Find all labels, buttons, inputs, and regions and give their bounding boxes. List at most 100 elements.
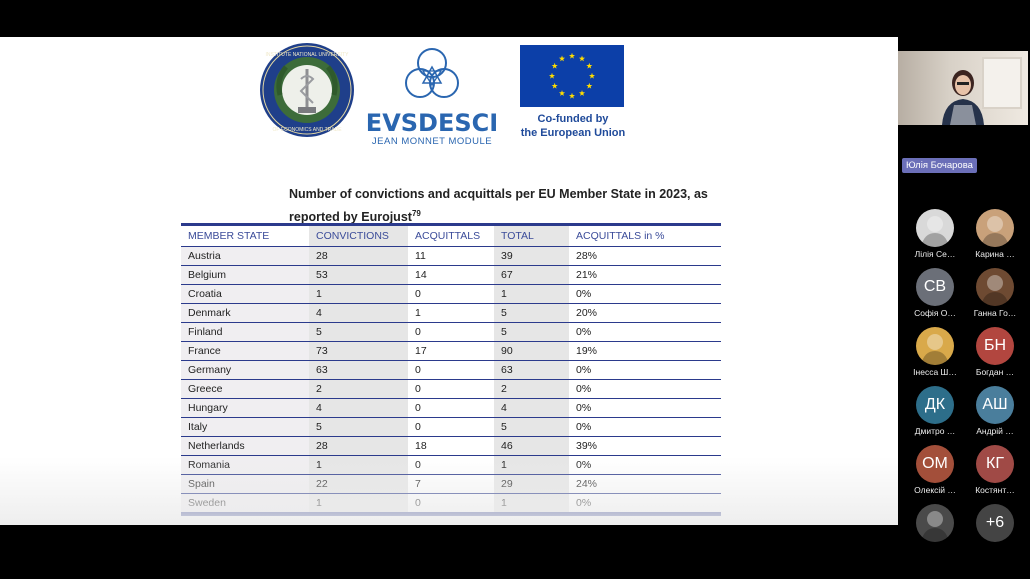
- cell-total: 5: [494, 303, 569, 323]
- participants-panel: Юлія Бочарова Лілія Се… Карина … СВ Софія О…: [898, 37, 1030, 542]
- participant-tile[interactable]: Інесса Ш…: [904, 327, 962, 383]
- participant-name: Костянт…: [975, 485, 1015, 495]
- participant-name: Олексій …: [914, 485, 956, 495]
- cell-acquittals-percent: 24%: [569, 474, 721, 494]
- participant-tile[interactable]: Лілія Се…: [904, 209, 962, 265]
- table-row: Denmark 4 1 5 20%: [181, 303, 721, 323]
- cell-acquittals-percent: 0%: [569, 417, 721, 437]
- footnote-ref: 79: [411, 209, 421, 218]
- table-row: Germany 63 0 63 0%: [181, 360, 721, 380]
- eu-text-line1: Co-funded by: [537, 113, 609, 125]
- participant-avatar: [916, 504, 954, 542]
- cell-convictions: 1: [309, 455, 408, 475]
- table-row: Sweden 1 0 1 0%: [181, 493, 721, 513]
- eu-flag-icon: [520, 45, 624, 107]
- participant-tile[interactable]: Карина …: [964, 209, 1022, 265]
- table-header-row: MEMBER STATE CONVICTIONS ACQUITTALS TOTA…: [181, 226, 721, 247]
- cell-acquittals-percent: 20%: [569, 303, 721, 323]
- cell-convictions: 28: [309, 436, 408, 456]
- cell-member-state: Hungary: [181, 398, 309, 418]
- eu-text-line2: the European Union: [520, 127, 626, 139]
- participant-name: Дмитро …: [914, 426, 956, 436]
- cell-total: 4: [494, 398, 569, 418]
- participant-tile[interactable]: СВ Софія О…: [904, 268, 962, 324]
- evsdesci-logo: EVSDESCI JEAN MONNET MODULE: [360, 45, 504, 149]
- cell-acquittals: 11: [408, 246, 494, 266]
- cell-acquittals-percent: 0%: [569, 284, 721, 304]
- eu-cofunded-logo: Co-funded by the European Union: [512, 43, 634, 145]
- cell-member-state: France: [181, 341, 309, 361]
- cell-total: 90: [494, 341, 569, 361]
- cell-acquittals: 0: [408, 284, 494, 304]
- cell-member-state: Spain: [181, 474, 309, 494]
- table-row: Croatia 1 0 1 0%: [181, 284, 721, 304]
- cell-member-state: Austria: [181, 246, 309, 266]
- cell-total: 39: [494, 246, 569, 266]
- participant-avatar: +6: [976, 504, 1014, 542]
- cell-acquittals-percent: 0%: [569, 322, 721, 342]
- cell-total: 5: [494, 417, 569, 437]
- participant-tile[interactable]: [904, 504, 962, 560]
- seal-text-top: INSTITUTE NATIONAL UNIVERSITY: [265, 52, 349, 58]
- cell-acquittals: 0: [408, 360, 494, 380]
- participant-tile[interactable]: БН Богдан …: [964, 327, 1022, 383]
- cell-acquittals: 0: [408, 417, 494, 437]
- university-seal-logo: INSTITUTE NATIONAL UNIVERSITY OF ECONOMI…: [258, 41, 356, 139]
- cell-acquittals: 0: [408, 455, 494, 475]
- cell-acquittals: 17: [408, 341, 494, 361]
- table-row: Austria 28 11 39 28%: [181, 246, 721, 266]
- table-caption: Number of convictions and acquittals per…: [289, 185, 729, 227]
- cell-total: 1: [494, 455, 569, 475]
- participant-tile[interactable]: +6: [964, 504, 1022, 560]
- participant-avatar: [916, 327, 954, 365]
- table-row: Hungary 4 0 4 0%: [181, 398, 721, 418]
- table-caption-text: Number of convictions and acquittals per…: [289, 187, 708, 225]
- speaker-video[interactable]: [898, 51, 1028, 125]
- cell-convictions: 63: [309, 360, 408, 380]
- participant-name: Лілія Се…: [914, 249, 956, 259]
- cell-convictions: 22: [309, 474, 408, 494]
- cell-acquittals: 1: [408, 303, 494, 323]
- cell-convictions: 5: [309, 322, 408, 342]
- table-row: Netherlands 28 18 46 39%: [181, 436, 721, 456]
- participant-name: Карина …: [975, 249, 1015, 259]
- participant-tile[interactable]: ДК Дмитро …: [904, 386, 962, 442]
- cell-acquittals-percent: 0%: [569, 379, 721, 399]
- cell-total: 29: [494, 474, 569, 494]
- cell-convictions: 1: [309, 493, 408, 513]
- cell-acquittals-percent: 21%: [569, 265, 721, 285]
- cell-member-state: Greece: [181, 379, 309, 399]
- participant-avatar: БН: [976, 327, 1014, 365]
- cell-member-state: Germany: [181, 360, 309, 380]
- table-row: Italy 5 0 5 0%: [181, 417, 721, 437]
- cell-total: 67: [494, 265, 569, 285]
- cell-member-state: Italy: [181, 417, 309, 437]
- evsdesci-title: EVSDESCI: [365, 109, 499, 137]
- cell-acquittals: 0: [408, 398, 494, 418]
- participant-tile[interactable]: АШ Андрій …: [964, 386, 1022, 442]
- evsdesci-circles-icon: [405, 48, 459, 98]
- eu-star-icon: [558, 55, 566, 62]
- eu-star-icon: [551, 82, 558, 89]
- participant-name: Андрій …: [976, 426, 1014, 436]
- cell-acquittals: 7: [408, 474, 494, 494]
- cell-acquittals-percent: 28%: [569, 246, 721, 266]
- cell-acquittals-percent: 0%: [569, 455, 721, 475]
- cell-convictions: 2: [309, 379, 408, 399]
- cell-total: 2: [494, 379, 569, 399]
- cell-convictions: 28: [309, 246, 408, 266]
- participant-tile[interactable]: КГ Костянт…: [964, 445, 1022, 501]
- participant-name: Інесса Ш…: [913, 367, 957, 377]
- cell-convictions: 73: [309, 341, 408, 361]
- participant-tile[interactable]: ОМ Олексій …: [904, 445, 962, 501]
- cell-convictions: 4: [309, 398, 408, 418]
- convictions-table: MEMBER STATE CONVICTIONS ACQUITTALS TOTA…: [181, 223, 721, 516]
- participant-tile[interactable]: Ганна Го…: [964, 268, 1022, 324]
- cell-acquittals: 14: [408, 265, 494, 285]
- cell-total: 63: [494, 360, 569, 380]
- header-total: TOTAL: [494, 226, 569, 247]
- table-row: Belgium 53 14 67 21%: [181, 265, 721, 285]
- cell-total: 1: [494, 493, 569, 513]
- participant-name: Богдан …: [975, 367, 1015, 377]
- cell-acquittals-percent: 0%: [569, 360, 721, 380]
